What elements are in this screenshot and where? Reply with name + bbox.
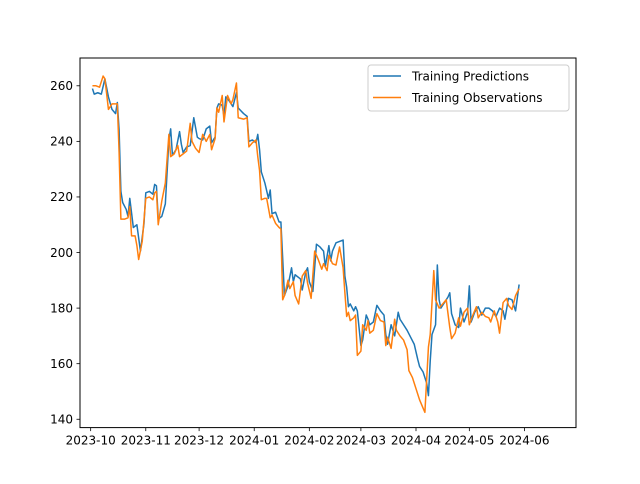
legend: Training Predictions Training Observation… xyxy=(367,64,570,112)
plot-frame xyxy=(79,57,577,429)
legend-label-training-predictions: Training Predictions xyxy=(411,69,529,83)
series-layer xyxy=(91,75,520,414)
y-tick-label: 220 xyxy=(50,190,73,204)
y-tick-label: 200 xyxy=(50,246,73,260)
x-tick-label: 2024-01 xyxy=(229,434,279,448)
series-line-training-predictions xyxy=(91,78,520,397)
legend-label-training-observations: Training Observations xyxy=(411,91,543,105)
x-tick-label: 2024-04 xyxy=(391,434,441,448)
x-tick-label: 2023-12 xyxy=(174,434,224,448)
x-tick-label: 2023-11 xyxy=(121,434,171,448)
x-tick-label: 2023-10 xyxy=(66,434,116,448)
y-tick-label: 240 xyxy=(50,135,73,149)
y-tick-label: 140 xyxy=(50,413,73,427)
y-tick-label: 260 xyxy=(50,79,73,93)
legend-box xyxy=(367,64,570,112)
x-tick-label: 2024-02 xyxy=(284,434,334,448)
x-tick-label: 2024-06 xyxy=(499,434,549,448)
x-tick-label: 2024-05 xyxy=(444,434,494,448)
x-tick-label: 2024-03 xyxy=(336,434,386,448)
y-tick-label: 180 xyxy=(50,301,73,315)
y-tick-label: 160 xyxy=(50,357,73,371)
y-axis: 140 160 180 200 220 240 260 xyxy=(50,79,80,427)
series-line-training-observations xyxy=(92,75,520,414)
x-axis: 2023-10 2023-11 2023-12 2024-01 2024-02 2024-… xyxy=(66,427,550,448)
